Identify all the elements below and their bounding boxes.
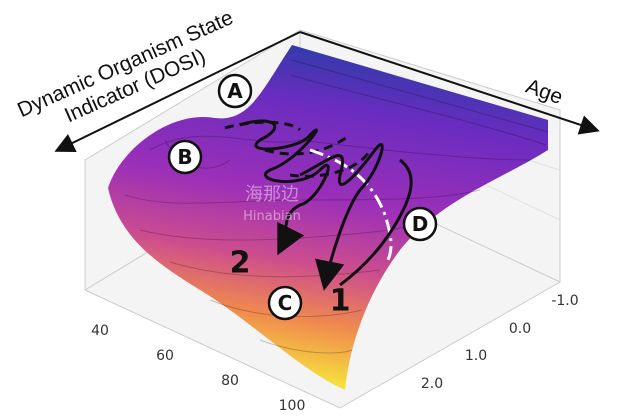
marker-b: B bbox=[167, 139, 203, 175]
left-tick-label: 60 bbox=[156, 348, 174, 364]
marker-label: B bbox=[177, 145, 192, 169]
age-axis-arrow bbox=[299, 31, 600, 135]
right-tick-label: 2.0 bbox=[421, 376, 443, 392]
path-label: 1 bbox=[330, 284, 351, 319]
path-label: 2 bbox=[230, 246, 251, 281]
marker-d: D bbox=[402, 206, 438, 242]
marker-label: A bbox=[227, 79, 243, 103]
surface bbox=[108, 45, 548, 390]
right-tick-label: -1.0 bbox=[551, 293, 578, 309]
marker-c: C bbox=[267, 285, 303, 321]
marker-a: A bbox=[217, 73, 253, 109]
left-tick-label: 80 bbox=[221, 373, 239, 389]
trajectories bbox=[224, 119, 413, 291]
watermark-latin: Hinabian bbox=[243, 209, 301, 224]
left-tick-label: 100 bbox=[279, 398, 306, 414]
right-tick-label: 1.0 bbox=[465, 348, 487, 364]
marker-label: D bbox=[412, 212, 429, 236]
marker-label: C bbox=[278, 291, 293, 315]
right-tick-label: 0.0 bbox=[509, 321, 531, 337]
dosi-axis-arrow bbox=[54, 31, 301, 152]
left-tick-label: 40 bbox=[91, 323, 109, 339]
watermark-chinese: 海那边 bbox=[245, 184, 299, 205]
